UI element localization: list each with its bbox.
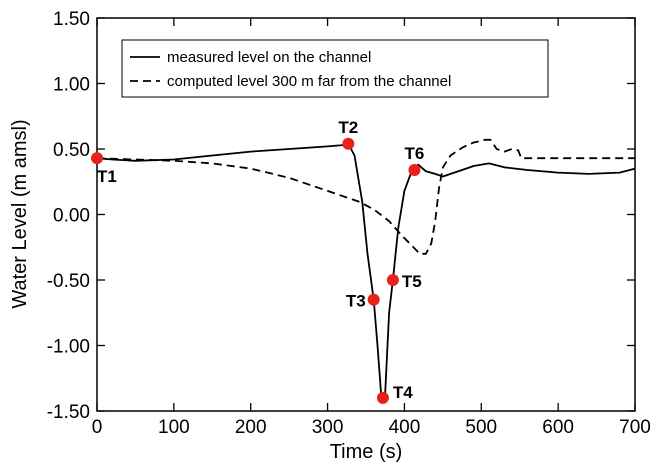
marker-label-t3: T3 bbox=[346, 292, 366, 311]
x-axis-ticks: 0 100 200 300 400 500 600 700 bbox=[92, 18, 651, 438]
marker-point-t5 bbox=[386, 274, 399, 286]
x-tick-label: 100 bbox=[158, 417, 190, 438]
y-tick-label: -1.00 bbox=[47, 337, 90, 358]
x-tick-label: 200 bbox=[235, 417, 267, 438]
y-tick-label: 1.50 bbox=[53, 9, 90, 30]
x-tick-label: 400 bbox=[389, 417, 421, 438]
series-layer bbox=[96, 138, 636, 399]
x-tick-label: 300 bbox=[312, 417, 344, 438]
legend-box bbox=[121, 39, 549, 98]
y-tick-label: 0.00 bbox=[53, 206, 90, 227]
marker-layer: T1 T2 T3 T4 T5 T6 bbox=[91, 118, 424, 404]
x-tick-label: 600 bbox=[542, 417, 574, 438]
marker-point-t1 bbox=[91, 152, 103, 165]
marker-label-t4: T4 bbox=[393, 383, 413, 402]
y-axis-title: Water Level (m amsl) bbox=[9, 119, 31, 308]
legend: measured level on the channel computed l… bbox=[121, 39, 549, 98]
x-tick-label: 700 bbox=[619, 417, 651, 438]
marker-label-t6: T6 bbox=[404, 144, 424, 163]
marker-label-t5: T5 bbox=[402, 272, 422, 291]
x-tick-label: 0 bbox=[92, 417, 103, 438]
legend-label-computed: computed level 300 m far from the channe… bbox=[167, 73, 451, 90]
x-tick-label: 500 bbox=[465, 417, 497, 438]
marker-point-t3 bbox=[367, 293, 380, 306]
x-axis-title: Time (s) bbox=[330, 441, 403, 463]
series-line-measured bbox=[96, 142, 636, 399]
y-axis-ticks: 1.50 1.00 0.50 0.00 -0.50 -1.00 -1.50 bbox=[47, 9, 635, 423]
marker-point-t4 bbox=[376, 391, 389, 404]
y-tick-label: 0.50 bbox=[53, 140, 90, 161]
marker-point-t6 bbox=[408, 163, 421, 176]
marker-label-t1: T1 bbox=[97, 167, 117, 186]
legend-label-measured: measured level on the channel bbox=[167, 49, 371, 66]
y-tick-label: -0.50 bbox=[47, 271, 90, 292]
marker-point-t2 bbox=[342, 137, 355, 150]
marker-label-t2: T2 bbox=[338, 118, 358, 137]
y-tick-label: 1.00 bbox=[53, 75, 90, 96]
series-line-computed bbox=[96, 138, 635, 255]
y-tick-label: -1.50 bbox=[47, 402, 90, 423]
